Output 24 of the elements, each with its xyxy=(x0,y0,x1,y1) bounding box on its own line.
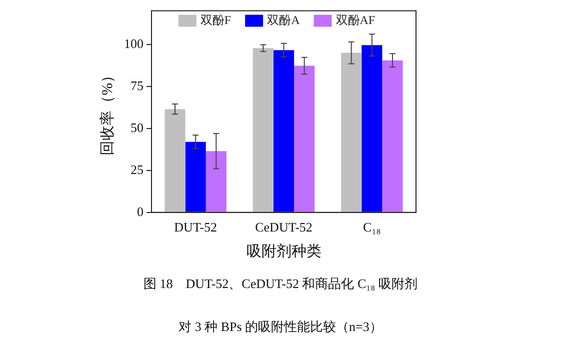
bar xyxy=(252,48,274,212)
x-tick-label: C₁₈ xyxy=(363,220,381,235)
bar xyxy=(185,142,206,212)
x-tick-label: DUT-52 xyxy=(174,220,218,235)
bar xyxy=(273,50,294,212)
bar xyxy=(206,151,226,212)
caption: 图 18 DUT-52、CeDUT-52 和商品化 C₁₈ 吸附剂 xyxy=(142,275,418,293)
text: 对 3 种 BPs 的吸附性能比较（n=3） xyxy=(178,318,384,336)
y-tick-label: 0 xyxy=(137,204,144,219)
bar xyxy=(362,45,382,212)
x-tick-label: CeDUT-52 xyxy=(255,220,312,235)
bar xyxy=(382,60,403,212)
y-tick-label: 75 xyxy=(130,78,144,93)
y-tick-label: 50 xyxy=(130,120,144,135)
y-tick-label: 100 xyxy=(124,36,144,51)
bar xyxy=(294,66,315,212)
y-tick-label: 25 xyxy=(130,162,144,177)
legend-label: 双酚A xyxy=(267,12,300,27)
bar xyxy=(341,52,362,212)
legend-label: 双酚F xyxy=(200,12,232,27)
x-axis-title: 吸附剂种类 xyxy=(246,242,322,260)
bar xyxy=(164,109,186,212)
y-axis-title: 回收率（%） xyxy=(98,68,116,156)
legend-label: 双酚AF xyxy=(336,12,376,27)
